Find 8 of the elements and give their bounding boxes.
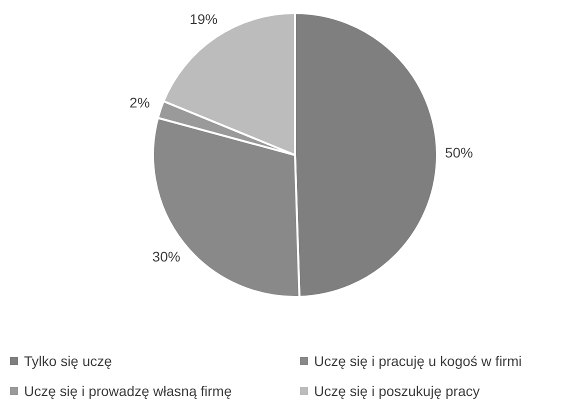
legend-label: Tylko się uczę: [23, 353, 113, 369]
legend-label: Uczę się i poszukuję pracy: [313, 383, 481, 399]
legend-label: Uczę się i prowadzę własną firmę: [23, 383, 233, 399]
data-label: 19%: [190, 10, 218, 27]
data-label: 30%: [152, 248, 180, 265]
data-label: 50%: [444, 144, 473, 160]
data-label: 2%: [130, 94, 150, 110]
legend-label: Uczę się i pracuję u kogoś w firmi: [313, 353, 523, 369]
